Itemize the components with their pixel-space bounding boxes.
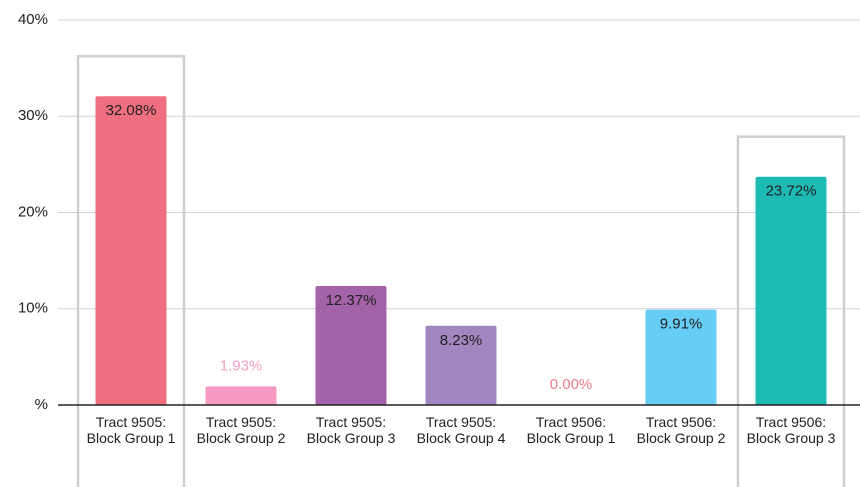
value-label: 1.93%: [220, 357, 263, 374]
value-label: 0.00%: [550, 376, 593, 393]
y-tick-label: 10%: [18, 300, 48, 317]
value-label: 32.08%: [106, 102, 157, 119]
highlight-box: [736, 135, 846, 487]
y-tick-label: %: [35, 396, 48, 413]
y-tick-label: 40%: [18, 11, 48, 28]
x-tick-label: Tract 9505: Block Group 3: [306, 414, 396, 446]
x-tick-label: Tract 9505: Block Group 1: [86, 414, 176, 446]
bar: [645, 309, 717, 405]
value-label: 12.37%: [326, 292, 377, 309]
y-tick-label: 30%: [18, 107, 48, 124]
bar: [95, 96, 167, 405]
x-tick-label: Tract 9505: Block Group 2: [196, 414, 286, 446]
value-label: 23.72%: [766, 183, 817, 200]
y-tick-label: 20%: [18, 203, 48, 220]
x-tick-label: Tract 9506: Block Group 1: [526, 414, 616, 446]
x-tick-label: Tract 9506: Block Group 3: [746, 414, 836, 446]
bar: [755, 176, 827, 405]
bar: [315, 285, 387, 405]
bar: [425, 325, 497, 405]
x-tick-label: Tract 9506: Block Group 2: [636, 414, 726, 446]
x-tick-label: Tract 9505: Block Group 4: [416, 414, 506, 446]
value-label: 8.23%: [440, 332, 483, 349]
highlight-box: [76, 54, 186, 487]
value-label: 9.91%: [660, 316, 703, 333]
bar: [205, 386, 277, 405]
